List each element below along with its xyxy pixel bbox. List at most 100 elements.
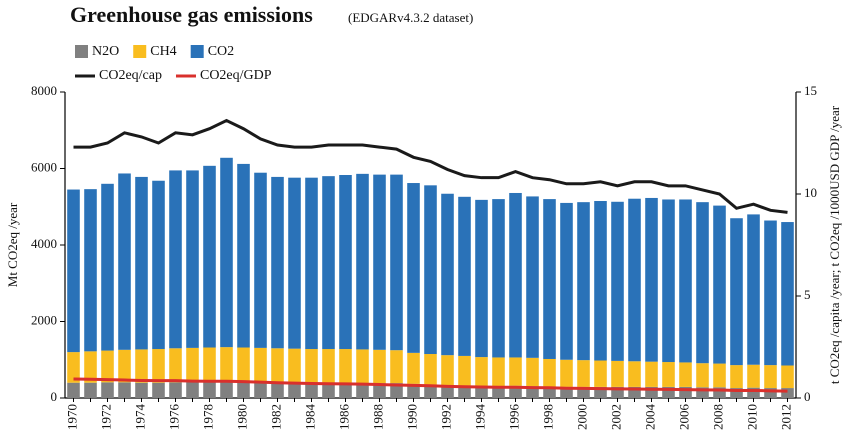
bar (543, 199, 556, 359)
bar (271, 176, 284, 349)
bar (407, 183, 420, 353)
bar (237, 163, 250, 348)
bar (679, 199, 692, 363)
bar (441, 385, 454, 398)
legend-label: CO2eq/cap (99, 68, 162, 83)
bar (492, 199, 505, 358)
bar (67, 352, 80, 383)
bar (543, 358, 556, 387)
bar (118, 173, 131, 350)
y2-tick-label: 0 (804, 389, 811, 404)
bar (135, 382, 148, 398)
y2-tick-label: 10 (804, 185, 817, 200)
y2-tick-label: 15 (804, 83, 817, 98)
bar (135, 176, 148, 350)
bar (152, 349, 165, 383)
bar (611, 360, 624, 387)
bar (458, 196, 471, 356)
legend-label: N2O (92, 44, 119, 59)
bar (628, 386, 641, 398)
y2-tick-label: 5 (804, 287, 811, 302)
bar (713, 387, 726, 398)
bar (577, 360, 590, 387)
bar (458, 385, 471, 398)
bar (271, 382, 284, 398)
bar (764, 365, 777, 389)
bar (322, 383, 335, 398)
x-tick-label: 1982 (268, 404, 283, 430)
legend-swatch (133, 45, 147, 58)
bar (373, 174, 386, 350)
bar (407, 352, 420, 384)
bar (611, 201, 624, 361)
legend-label: CH4 (150, 44, 176, 59)
bar (322, 349, 335, 384)
bar (509, 385, 522, 398)
bar (594, 201, 607, 361)
x-tick-label: 2012 (778, 404, 793, 430)
bar (373, 383, 386, 398)
bar (305, 383, 318, 398)
bar (118, 349, 131, 383)
bar (339, 349, 352, 384)
bar (560, 359, 573, 387)
y-axis-label: Mt CO2eq /year (5, 202, 20, 287)
bar (339, 175, 352, 350)
bar (526, 196, 539, 358)
bar (118, 382, 131, 398)
bar (356, 173, 369, 350)
bar (662, 362, 675, 387)
bar (696, 363, 709, 388)
x-tick-label: 2006 (676, 404, 691, 431)
bar (747, 387, 760, 398)
bar (169, 348, 182, 383)
bar (645, 361, 658, 387)
bar (84, 382, 97, 398)
bar (203, 382, 216, 398)
bar (492, 386, 505, 398)
bar (662, 199, 675, 363)
bar (645, 386, 658, 398)
legend-swatch (75, 45, 88, 58)
bar (322, 176, 335, 350)
x-tick-label: 1996 (506, 404, 521, 431)
bar (84, 189, 97, 352)
x-tick-label: 1974 (132, 404, 147, 431)
legend-label: CO2eq/GDP (200, 68, 272, 83)
bar (781, 222, 794, 366)
bar (577, 386, 590, 398)
x-tick-label: 1986 (336, 404, 351, 431)
bar (475, 199, 488, 358)
x-tick-label: 1976 (166, 404, 181, 431)
bar (186, 382, 199, 398)
x-tick-label: 2002 (608, 404, 623, 430)
bar (492, 357, 505, 387)
bar (645, 197, 658, 362)
bar (696, 202, 709, 364)
y-tick-label: 8000 (31, 83, 57, 98)
bar (186, 347, 199, 383)
bar (730, 218, 743, 366)
bar (390, 350, 403, 384)
x-tick-label: 2004 (642, 404, 657, 431)
bar (679, 386, 692, 398)
bar (356, 349, 369, 384)
bar (237, 382, 250, 398)
bar (169, 382, 182, 398)
line (73, 118, 788, 214)
bar (135, 349, 148, 383)
bar (237, 347, 250, 383)
x-tick-label: 1990 (404, 404, 419, 430)
bar (101, 350, 114, 383)
bar (356, 383, 369, 398)
bar (305, 177, 318, 350)
bar (475, 357, 488, 387)
bar (288, 348, 301, 384)
bar (696, 387, 709, 398)
bar (84, 351, 97, 383)
x-tick-label: 1980 (234, 404, 249, 430)
y-tick-label: 6000 (31, 159, 57, 174)
bar (271, 348, 284, 383)
x-tick-label: 1970 (64, 404, 79, 430)
legend-label: CO2 (208, 44, 234, 59)
